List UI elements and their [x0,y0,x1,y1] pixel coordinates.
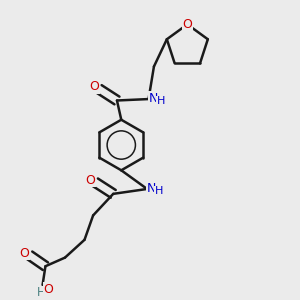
Text: H: H [37,286,46,299]
Text: N: N [148,92,158,105]
Text: O: O [182,18,192,31]
Text: O: O [85,174,95,187]
Text: O: O [44,283,53,296]
Text: H: H [155,186,164,196]
Text: N: N [147,182,156,195]
Text: O: O [20,247,29,260]
Text: O: O [89,80,99,93]
Text: H: H [156,96,165,106]
